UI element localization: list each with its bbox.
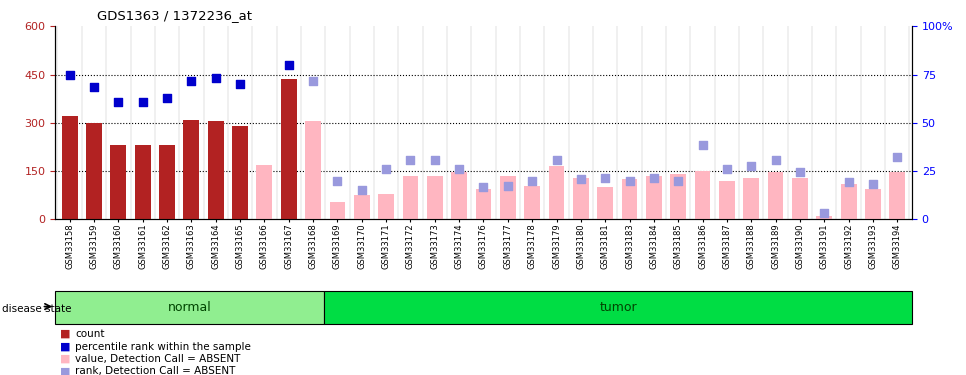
- Text: ■: ■: [60, 366, 71, 375]
- Bar: [208, 121, 224, 219]
- Point: [135, 99, 151, 105]
- Point: [840, 179, 856, 185]
- Bar: [597, 187, 613, 219]
- Point: [719, 166, 734, 172]
- Point: [86, 84, 101, 90]
- Bar: [719, 181, 735, 219]
- Bar: [257, 165, 272, 219]
- Bar: [329, 202, 345, 219]
- Bar: [305, 121, 321, 219]
- Point: [233, 81, 248, 87]
- Point: [744, 163, 759, 169]
- Point: [792, 169, 808, 175]
- Bar: [354, 195, 370, 219]
- Bar: [281, 80, 297, 219]
- Bar: [110, 146, 127, 219]
- Bar: [865, 189, 881, 219]
- Bar: [792, 177, 808, 219]
- Text: count: count: [75, 329, 105, 339]
- Bar: [232, 126, 248, 219]
- Point: [816, 210, 832, 216]
- Point: [62, 72, 77, 78]
- Bar: [184, 120, 199, 219]
- Bar: [325, 291, 912, 324]
- Point: [355, 188, 370, 194]
- Point: [670, 178, 686, 184]
- Bar: [403, 176, 418, 219]
- Bar: [86, 123, 102, 219]
- Text: ■: ■: [60, 342, 71, 352]
- Text: tumor: tumor: [599, 302, 637, 314]
- Text: normal: normal: [168, 302, 212, 314]
- Bar: [646, 176, 662, 219]
- Bar: [379, 194, 394, 219]
- Bar: [768, 172, 783, 219]
- Bar: [695, 171, 710, 219]
- Bar: [451, 172, 467, 219]
- Point: [695, 142, 710, 148]
- Bar: [525, 186, 540, 219]
- Text: value, Detection Call = ABSENT: value, Detection Call = ABSENT: [75, 354, 241, 364]
- Point: [184, 78, 199, 84]
- Point: [768, 157, 783, 163]
- Bar: [816, 216, 832, 219]
- Point: [208, 75, 223, 81]
- Bar: [840, 184, 857, 219]
- Bar: [135, 146, 151, 219]
- Point: [427, 157, 442, 163]
- Point: [379, 166, 394, 172]
- Text: rank, Detection Call = ABSENT: rank, Detection Call = ABSENT: [75, 366, 236, 375]
- Point: [476, 184, 492, 190]
- Bar: [622, 179, 638, 219]
- Bar: [159, 146, 175, 219]
- Text: disease state: disease state: [2, 304, 71, 314]
- Bar: [890, 172, 905, 219]
- Point: [573, 176, 588, 182]
- Point: [451, 166, 467, 172]
- Bar: [427, 176, 442, 219]
- Text: percentile rank within the sample: percentile rank within the sample: [75, 342, 251, 352]
- Point: [622, 178, 638, 184]
- Bar: [573, 177, 588, 219]
- Point: [111, 99, 127, 105]
- Point: [500, 183, 516, 189]
- Text: ■: ■: [60, 329, 71, 339]
- Text: ■: ■: [60, 354, 71, 364]
- Bar: [55, 291, 325, 324]
- Point: [305, 78, 321, 84]
- Point: [866, 181, 881, 187]
- Bar: [475, 189, 492, 219]
- Point: [890, 154, 905, 160]
- Point: [159, 95, 175, 101]
- Bar: [500, 176, 516, 219]
- Point: [329, 178, 345, 184]
- Point: [281, 62, 297, 68]
- Point: [525, 178, 540, 184]
- Bar: [62, 116, 77, 219]
- Bar: [670, 174, 686, 219]
- Point: [549, 157, 564, 163]
- Point: [646, 174, 662, 180]
- Point: [597, 174, 612, 180]
- Text: GDS1363 / 1372236_at: GDS1363 / 1372236_at: [97, 9, 251, 22]
- Bar: [549, 166, 564, 219]
- Point: [403, 157, 418, 163]
- Bar: [743, 177, 759, 219]
